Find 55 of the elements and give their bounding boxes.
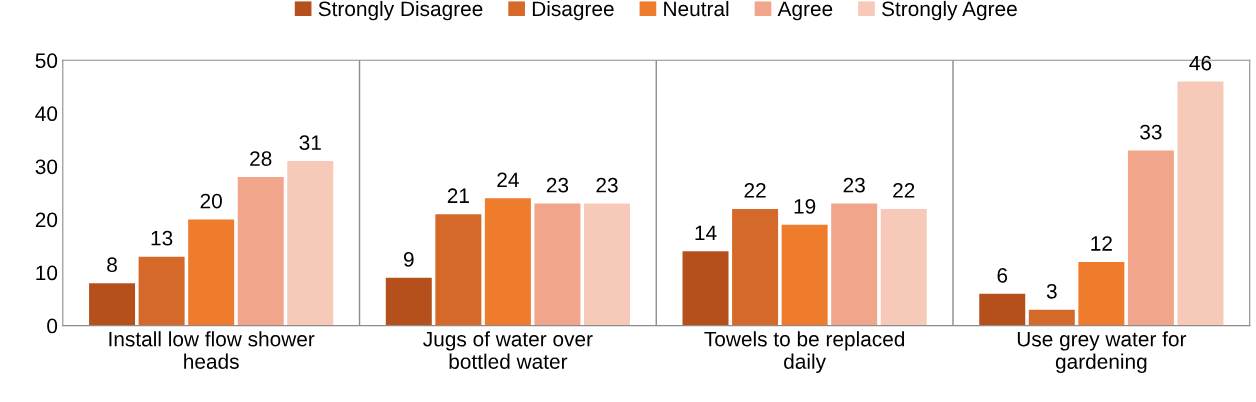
legend-label: Neutral bbox=[664, 0, 729, 17]
x-tick-label: Towels to be replaced daily bbox=[704, 331, 905, 374]
bar bbox=[287, 161, 334, 326]
bar bbox=[1177, 81, 1224, 326]
data-label: 22 bbox=[893, 183, 915, 198]
data-label: 33 bbox=[1140, 124, 1162, 140]
bar bbox=[534, 203, 581, 326]
x-tick-label: Use grey water for gardening bbox=[1017, 331, 1187, 374]
bar bbox=[831, 203, 878, 326]
y-tick-label: 30 bbox=[35, 159, 58, 175]
data-label: 8 bbox=[107, 257, 117, 273]
bar bbox=[880, 208, 927, 326]
y-tick-label: 20 bbox=[35, 212, 58, 228]
bar bbox=[584, 203, 630, 326]
data-label: 9 bbox=[403, 252, 414, 267]
bar bbox=[682, 251, 729, 326]
x-tick-label: Jugs of water over bottled water bbox=[423, 331, 593, 369]
legend-label: Disagree bbox=[532, 0, 614, 21]
y-tick-label: 0 bbox=[47, 318, 58, 334]
bar bbox=[1028, 309, 1075, 326]
legend-label: Agree bbox=[777, 1, 833, 21]
bar bbox=[781, 224, 828, 326]
bar bbox=[732, 208, 779, 326]
data-label: 28 bbox=[250, 151, 272, 166]
data-label: 31 bbox=[299, 135, 321, 151]
data-label: 14 bbox=[695, 225, 717, 241]
bar bbox=[89, 283, 136, 326]
data-label: 13 bbox=[151, 230, 173, 246]
data-label: 21 bbox=[447, 188, 469, 203]
data-label: 3 bbox=[1046, 283, 1057, 299]
bar bbox=[1078, 261, 1125, 326]
data-label: 12 bbox=[1091, 236, 1112, 251]
data-label: 22 bbox=[744, 183, 766, 198]
legend-label: Strongly Agree bbox=[882, 0, 1017, 21]
legend-label: Strongly Disagree bbox=[318, 0, 483, 21]
bar bbox=[138, 256, 185, 326]
data-label: 23 bbox=[546, 177, 569, 193]
bar bbox=[1127, 150, 1174, 326]
y-tick-label: 50 bbox=[35, 53, 58, 69]
data-label: 19 bbox=[794, 198, 816, 214]
y-tick-label: 10 bbox=[36, 265, 58, 281]
bar bbox=[484, 198, 531, 326]
x-tick-label: Install low flow shower heads bbox=[109, 331, 315, 369]
data-label: 24 bbox=[497, 172, 519, 187]
bar bbox=[188, 219, 235, 326]
data-label: 46 bbox=[1189, 55, 1212, 71]
bar bbox=[385, 277, 432, 326]
bar bbox=[237, 177, 284, 326]
data-label: 23 bbox=[596, 177, 618, 193]
bar bbox=[435, 214, 482, 326]
y-tick-label: 40 bbox=[35, 106, 58, 122]
bar bbox=[979, 293, 1026, 326]
data-label: 6 bbox=[997, 267, 1008, 283]
data-label: 20 bbox=[200, 193, 222, 209]
data-label: 23 bbox=[843, 177, 865, 193]
